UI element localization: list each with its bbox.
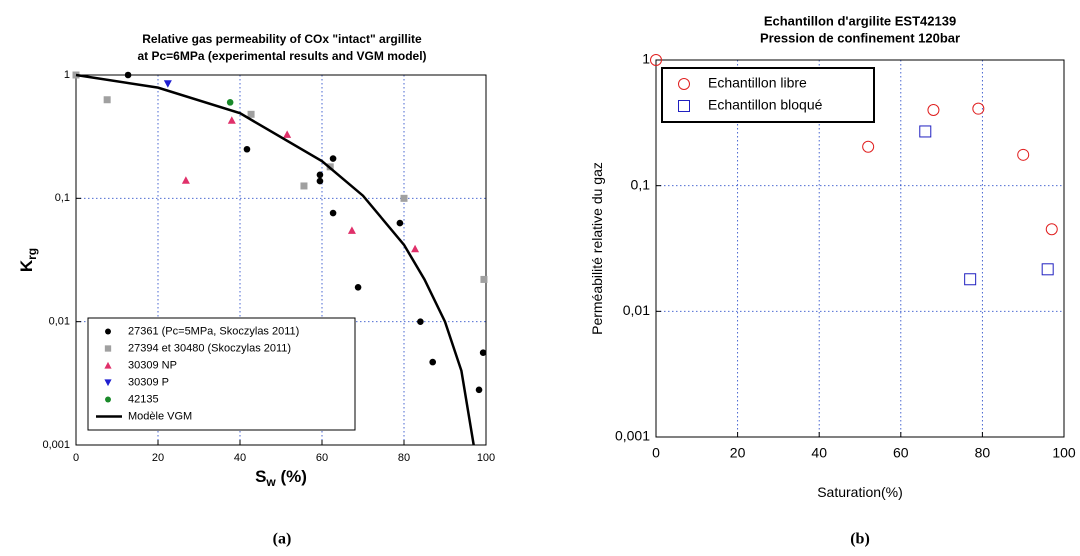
x-tick-label: 60: [316, 452, 328, 464]
point: [124, 71, 132, 79]
x-tick-label: 0: [652, 445, 660, 461]
plot-frame: [75, 74, 487, 446]
y-axis-label-part: K: [17, 259, 36, 272]
point: [283, 130, 292, 138]
y-tick-label: 1: [642, 51, 650, 67]
point: [475, 386, 483, 394]
caption: (a): [273, 531, 292, 548]
legend-label: Echantillon bloqué: [708, 97, 823, 113]
x-axis-label: Sw (%): [255, 467, 307, 489]
y-tick-label: 0,001: [615, 428, 650, 444]
legend-label: 27361 (Pc=5MPa, Skoczylas 2011): [128, 325, 299, 337]
y-axis-label-part: rg: [25, 248, 39, 260]
point: [1041, 263, 1054, 276]
y-tick-label: 1: [64, 69, 70, 81]
chart-title: at Pc=6MPa (experimental results and VGM…: [137, 49, 426, 63]
model-line: [75, 73, 475, 446]
point: [411, 244, 420, 253]
chart-title: Relative gas permeability of COx "intact…: [142, 32, 422, 46]
x-tick-label: 20: [152, 452, 164, 464]
x-tick-label: 40: [811, 445, 827, 461]
x-tick-label: 80: [975, 445, 991, 461]
point: [678, 78, 690, 90]
x-tick-label: 0: [73, 452, 79, 464]
point: [1017, 148, 1030, 161]
point: [862, 140, 875, 153]
point: [104, 345, 112, 352]
point: [354, 283, 362, 291]
legend-label: Modèle VGM: [128, 410, 192, 422]
x-tick-label: 100: [477, 452, 495, 464]
point: [163, 80, 172, 88]
y-axis-label-part: Perméabilité relative du gaz: [589, 162, 605, 335]
chart-title: Pression de confinement 120bar: [760, 30, 960, 45]
point: [103, 96, 111, 104]
plot-frame: [655, 59, 1065, 438]
point: [104, 379, 112, 387]
point: [480, 275, 488, 283]
x-tick-label: 40: [234, 452, 246, 464]
x-tick-label: 60: [893, 445, 909, 461]
y-tick-label: 0,1: [55, 192, 70, 204]
x-tick-label: 100: [1052, 445, 1076, 461]
y-tick-label: 0,001: [42, 439, 70, 451]
point: [247, 110, 255, 118]
legend-box: [87, 317, 356, 431]
x-axis-label: Saturation(%): [817, 484, 903, 500]
x-tick-label: 20: [730, 445, 746, 461]
y-tick-label: 0,1: [631, 176, 651, 192]
y-tick-label: 0,01: [49, 316, 70, 328]
point: [964, 273, 977, 286]
legend: 27361 (Pc=5MPa, Skoczylas 2011) 27394 et …: [87, 317, 356, 431]
point: [650, 54, 662, 66]
point: [316, 177, 324, 185]
point: [678, 100, 690, 112]
legend-label: 42135: [128, 393, 159, 405]
y-axis-label: Perméabilité relative du gaz: [589, 162, 605, 335]
point: [181, 176, 190, 184]
point: [104, 361, 112, 369]
legend: Echantillon libre Echantillon bloqué: [661, 67, 875, 123]
point: [300, 182, 308, 190]
point: [479, 349, 487, 357]
point: [919, 125, 932, 138]
point: [347, 226, 356, 234]
point: [429, 358, 437, 366]
legend-label: Echantillon libre: [708, 75, 807, 91]
point: [329, 209, 337, 217]
legend-label: 27394 et 30480 (Skoczylas 2011): [128, 342, 291, 354]
legend-label: 30309 P: [128, 376, 169, 388]
caption: (b): [850, 531, 870, 548]
y-tick-label: 0,01: [623, 302, 650, 318]
point: [227, 116, 236, 124]
point: [400, 194, 408, 202]
point: [927, 104, 940, 117]
point: [226, 99, 234, 106]
point: [243, 145, 251, 153]
x-axis-label-part: Saturation(%): [817, 484, 903, 500]
point: [105, 396, 111, 403]
x-axis-label-part: (%): [276, 467, 307, 486]
legend-box: [661, 67, 875, 123]
chart: Echantillon d'argilite EST42139 Pression …: [589, 13, 1076, 499]
point: [396, 219, 404, 227]
point: [417, 318, 424, 325]
point: [1045, 223, 1058, 236]
point: [972, 102, 985, 115]
x-axis-label-part: w: [265, 475, 276, 489]
point: [329, 155, 337, 162]
legend-label: 30309 NP: [128, 359, 177, 371]
y-axis-label: Krg: [17, 248, 39, 272]
chart: Relative gas permeability of COx "intact…: [17, 32, 495, 489]
point: [105, 328, 111, 335]
x-axis-label-part: S: [255, 467, 266, 486]
x-tick-label: 80: [398, 452, 410, 464]
point: [316, 171, 324, 179]
chart-title: Echantillon d'argilite EST42139: [764, 13, 956, 28]
